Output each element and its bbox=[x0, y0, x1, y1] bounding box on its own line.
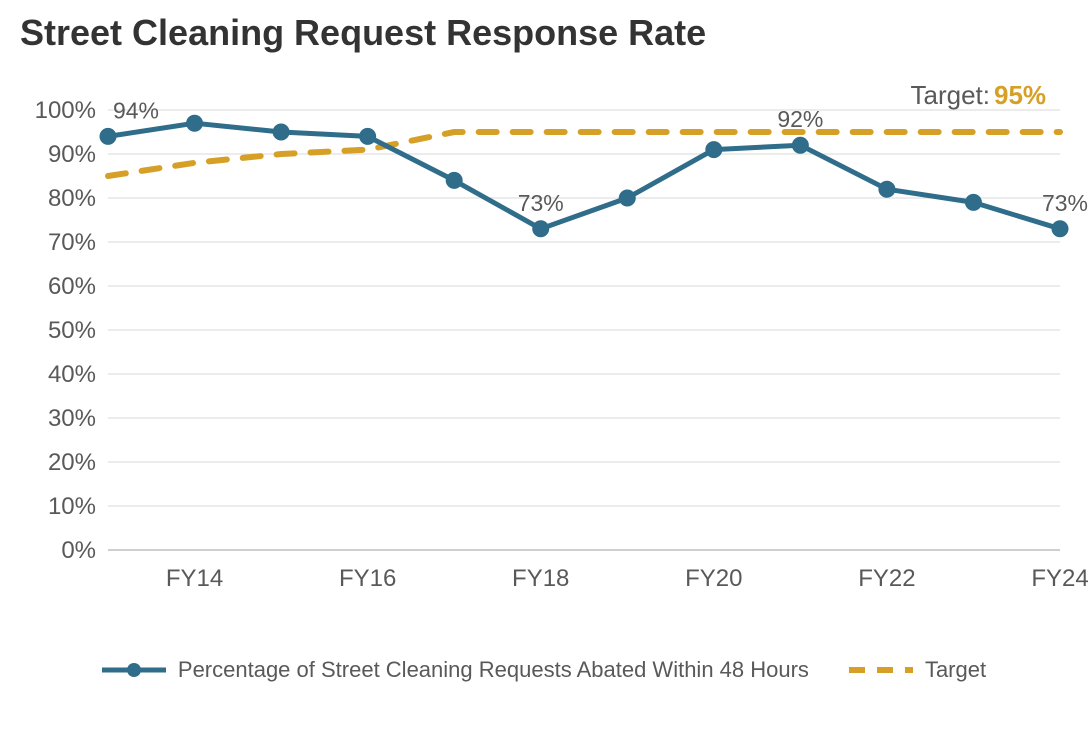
data-label: 94% bbox=[113, 97, 159, 123]
svg-text:10%: 10% bbox=[48, 493, 96, 520]
series-line-actual bbox=[108, 123, 1060, 229]
svg-text:100%: 100% bbox=[35, 97, 96, 124]
chart-svg: 0% 10% 20% 30% 40% 50% 60% 70% 80% 90% 100% FY14 FY1… bbox=[0, 80, 1088, 640]
legend-item-series: Percentage of Street Cleaning Requests A… bbox=[102, 656, 809, 684]
svg-text:FY18: FY18 bbox=[512, 565, 569, 592]
legend: Percentage of Street Cleaning Requests A… bbox=[0, 640, 1088, 700]
svg-text:30%: 30% bbox=[48, 405, 96, 432]
chart-area: 0% 10% 20% 30% 40% 50% 60% 70% 80% 90% 100% FY14 FY1… bbox=[0, 80, 1088, 640]
data-label: 92% bbox=[777, 106, 823, 132]
data-point bbox=[100, 128, 116, 144]
data-label: 73% bbox=[1042, 190, 1088, 216]
data-point bbox=[187, 115, 203, 131]
data-point bbox=[619, 190, 635, 206]
svg-text:FY14: FY14 bbox=[166, 565, 223, 592]
data-point bbox=[273, 124, 289, 140]
legend-item-target: Target bbox=[849, 656, 986, 684]
data-point bbox=[965, 194, 981, 210]
data-point bbox=[706, 142, 722, 158]
data-point bbox=[1052, 221, 1068, 237]
data-point bbox=[360, 128, 376, 144]
svg-text:FY22: FY22 bbox=[858, 565, 915, 592]
svg-text:50%: 50% bbox=[48, 317, 96, 344]
svg-text:60%: 60% bbox=[48, 273, 96, 300]
svg-text:80%: 80% bbox=[48, 185, 96, 212]
svg-text:FY20: FY20 bbox=[685, 565, 742, 592]
chart-title: Street Cleaning Request Response Rate bbox=[20, 12, 706, 54]
data-point bbox=[533, 221, 549, 237]
data-label: 73% bbox=[518, 190, 564, 216]
legend-label-series: Percentage of Street Cleaning Requests A… bbox=[178, 657, 809, 683]
svg-text:70%: 70% bbox=[48, 229, 96, 256]
legend-swatch-target bbox=[849, 656, 913, 684]
data-point bbox=[792, 137, 808, 153]
legend-swatch-series bbox=[102, 656, 166, 684]
svg-text:90%: 90% bbox=[48, 141, 96, 168]
data-point bbox=[879, 181, 895, 197]
svg-text:FY16: FY16 bbox=[339, 565, 396, 592]
target-annotation-value: 95% bbox=[994, 80, 1046, 110]
data-point bbox=[446, 172, 462, 188]
target-annotation-prefix: Target: bbox=[911, 80, 991, 110]
svg-text:FY24: FY24 bbox=[1031, 565, 1088, 592]
chart-container: Street Cleaning Request Response Rate 0%… bbox=[0, 0, 1088, 736]
svg-text:20%: 20% bbox=[48, 449, 96, 476]
legend-label-target: Target bbox=[925, 657, 986, 683]
svg-text:40%: 40% bbox=[48, 361, 96, 388]
svg-text:0%: 0% bbox=[61, 537, 96, 564]
